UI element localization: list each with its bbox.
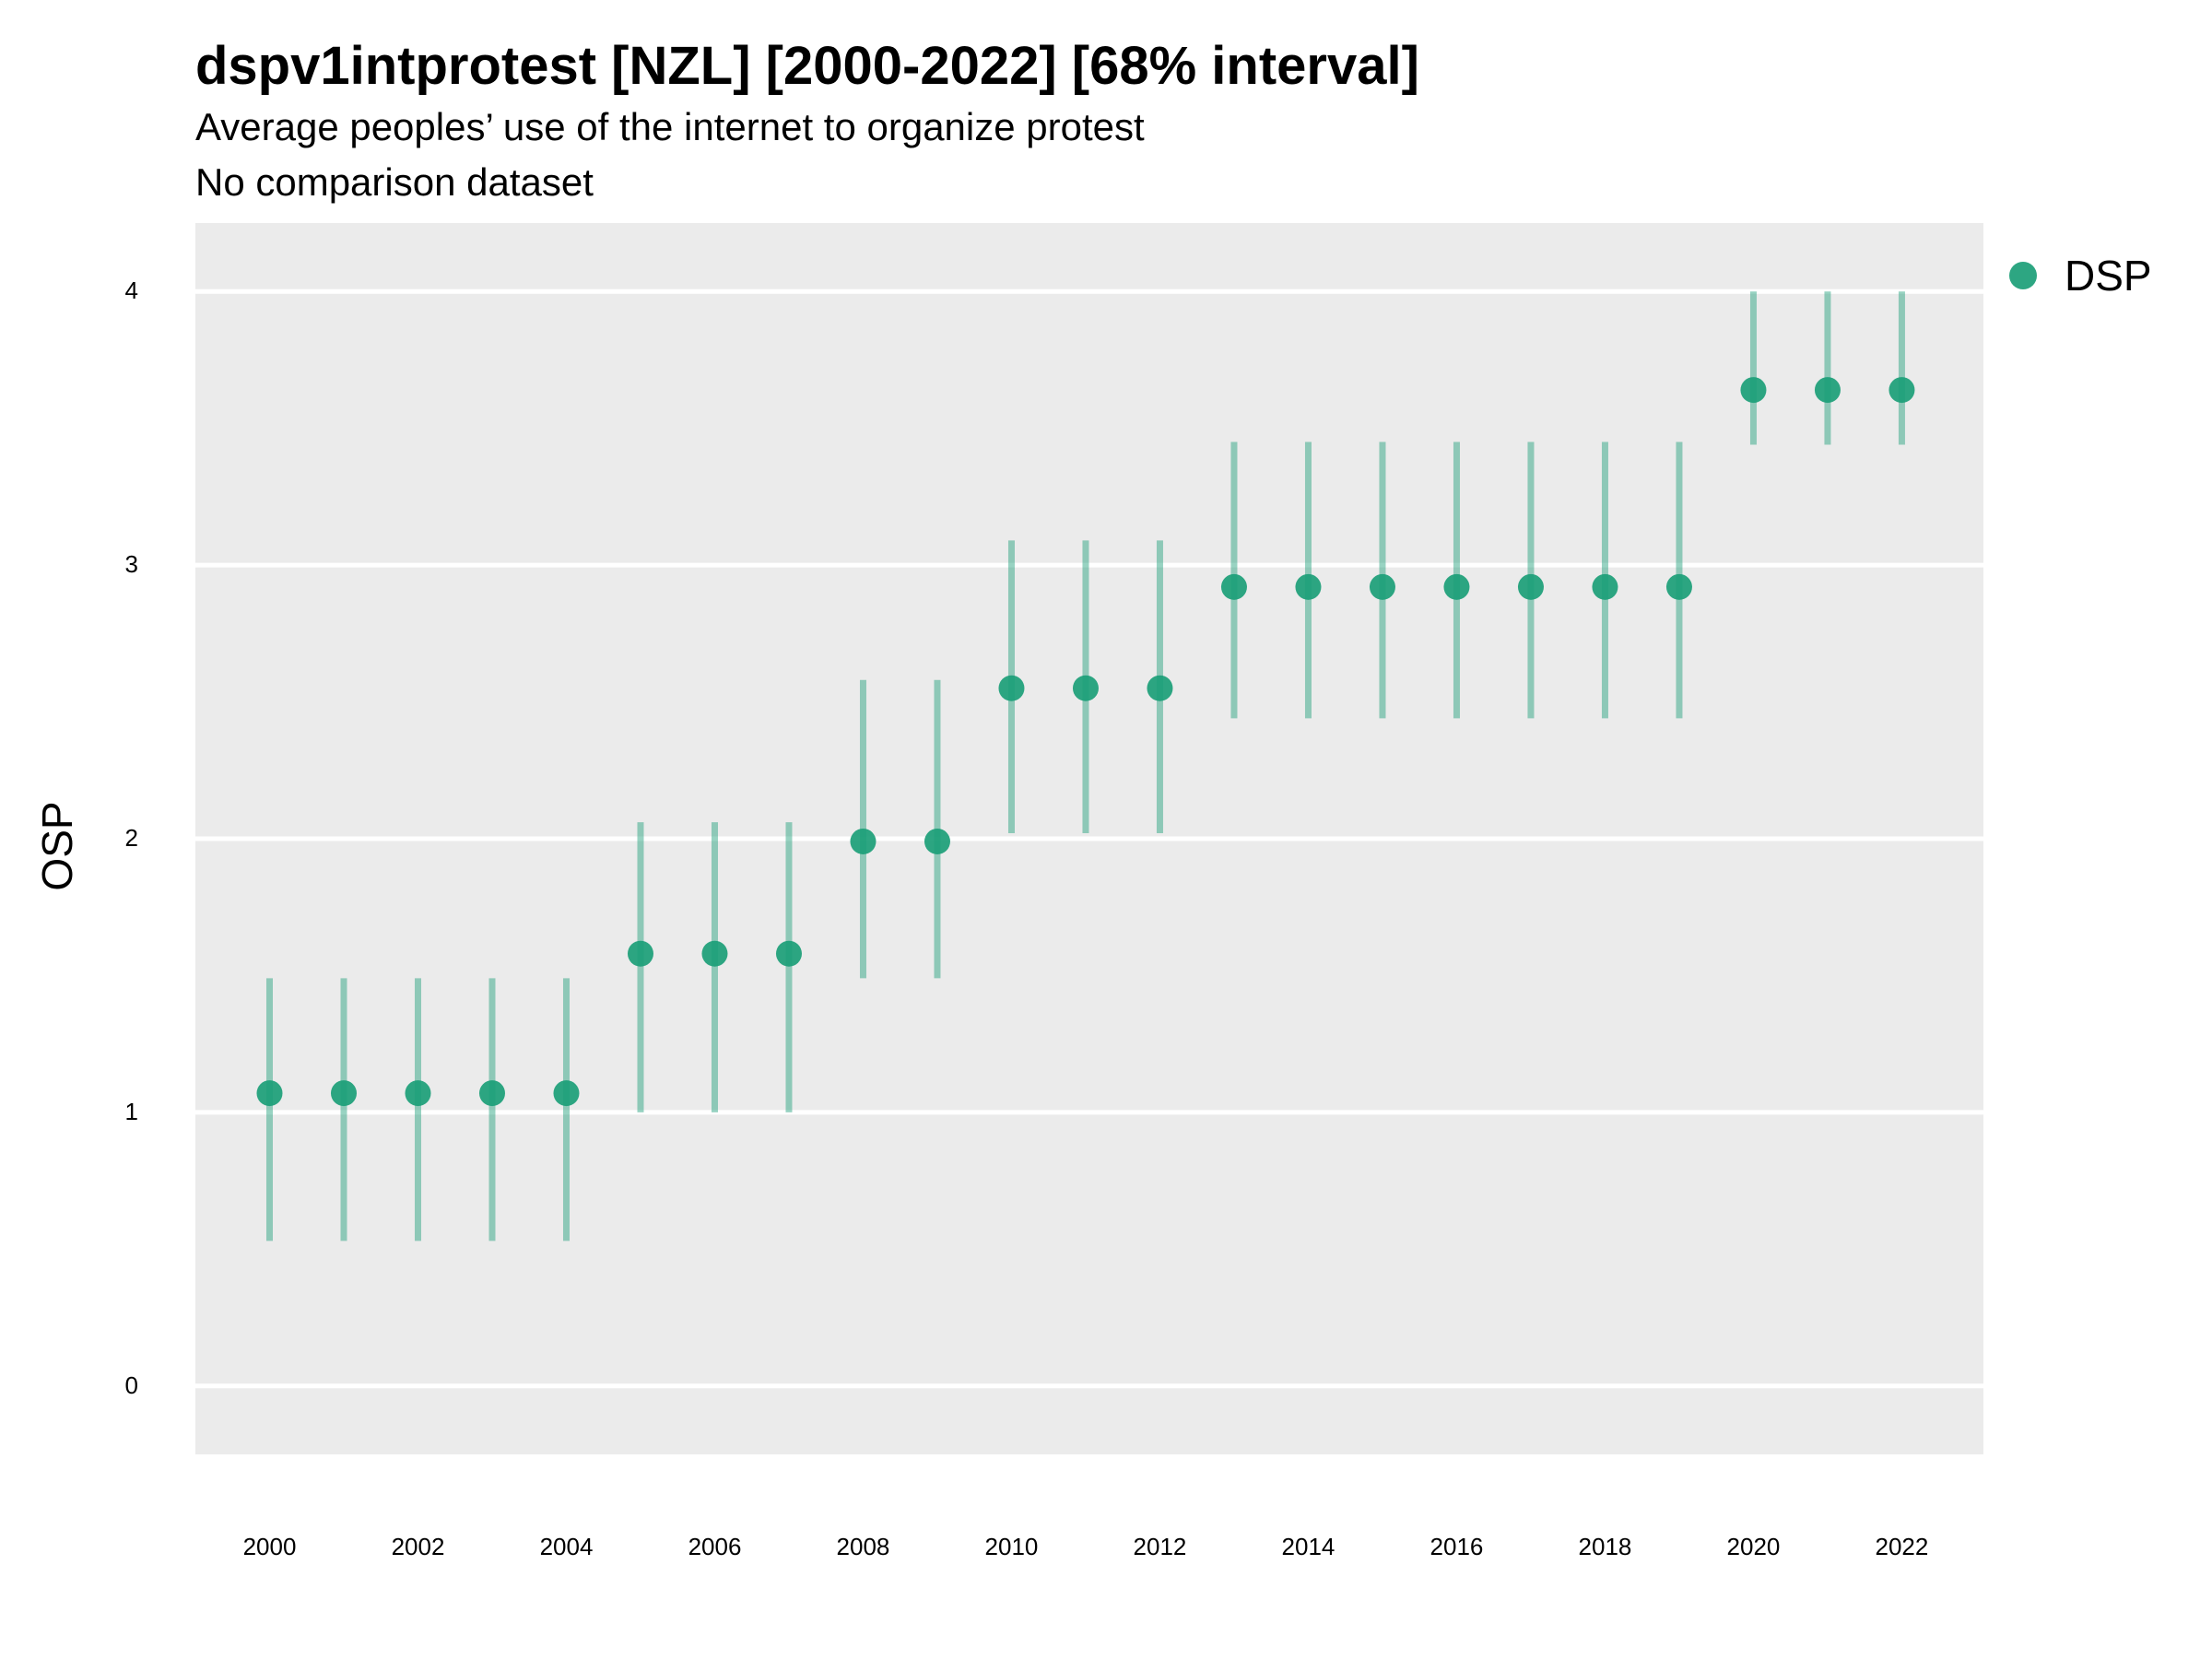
y-tick-label: 1 [125,1098,138,1125]
data-point [1220,573,1247,600]
x-tick-label: 2012 [1134,1533,1187,1560]
data-point [1888,377,1915,404]
data-points [256,377,1915,1107]
data-point [1740,377,1767,404]
y-tick-label: 4 [125,276,138,304]
data-point [478,1080,505,1107]
legend-label-dsp: DSP [2065,252,2152,300]
data-point [330,1080,357,1107]
data-point [701,940,728,967]
data-point [1443,573,1470,600]
y-tick-label: 0 [125,1371,138,1399]
y-tick-label: 3 [125,550,138,578]
data-point [627,940,653,967]
legend-marker-dsp [2009,262,2037,289]
x-tick-label: 2018 [1579,1533,1632,1560]
x-tick-label: 2000 [243,1533,297,1560]
legend: DSP [2009,251,2152,300]
data-point [1369,573,1395,600]
data-point [1147,675,1173,701]
y-tick-label: 2 [125,824,138,852]
x-tick-label: 2022 [1876,1533,1929,1560]
data-point [405,1080,431,1107]
data-point [1592,573,1618,600]
data-point [256,1080,283,1107]
data-point [1665,573,1692,600]
x-tick-label: 2020 [1727,1533,1781,1560]
y-tick-labels: 0 1 2 3 4 [125,276,138,1399]
data-point [553,1080,580,1107]
x-tick-label: 2010 [985,1533,1039,1560]
data-point [775,940,802,967]
data-point [1072,675,1099,701]
grid-lines [195,288,1983,1389]
x-tick-label: 2008 [837,1533,890,1560]
chart-subtitle: Average peoples’ use of the internet to … [195,105,1145,148]
chart-title: dspv1intprotest [NZL] [2000-2022] [68% i… [195,36,1419,96]
chart-subtitle-comparison: No comparison dataset [195,160,594,204]
data-point [1814,377,1841,404]
x-tick-label: 2006 [688,1533,742,1560]
x-tick-label: 2016 [1430,1533,1484,1560]
x-tick-labels: 2000 2002 2004 2006 2008 2010 2012 2014 2016 2018… [243,1533,1929,1560]
data-point [1295,573,1322,600]
data-point [850,828,877,854]
data-point [998,675,1025,701]
x-tick-label: 2002 [392,1533,445,1560]
x-tick-label: 2004 [540,1533,594,1560]
data-point [924,828,950,854]
data-point [1517,573,1544,600]
x-tick-label: 2014 [1282,1533,1335,1560]
